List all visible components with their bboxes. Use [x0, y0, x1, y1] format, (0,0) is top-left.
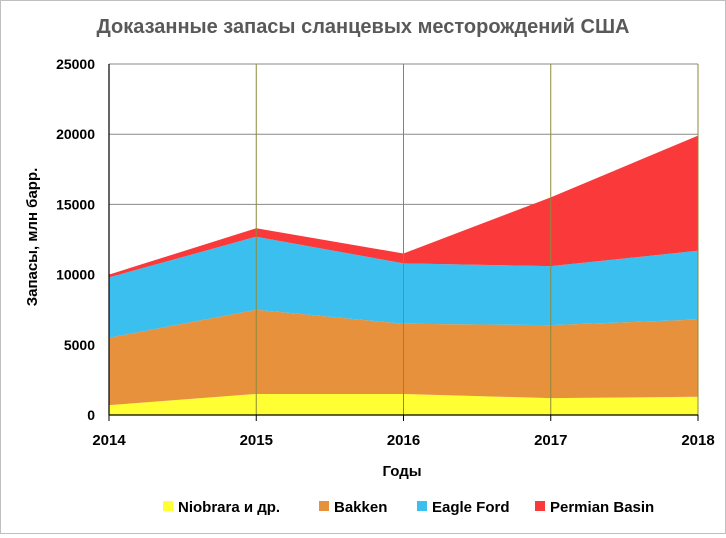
x-axis-label: Годы	[382, 463, 421, 480]
y-axis-label: Запасы, млн барр.	[24, 168, 41, 307]
legend-label: Bakken	[334, 499, 387, 516]
y-tick-label: 10000	[56, 267, 95, 283]
y-tick-label: 15000	[56, 196, 95, 212]
axis-layer: 0 5000 10000 15000 20000 25000 2014 2015 2016 201…	[56, 56, 715, 449]
x-tick-label: 2017	[534, 432, 567, 449]
y-tick-label: 0	[87, 407, 95, 423]
legend: Niobrara и др. Bakken Eagle Ford Permian Ba…	[163, 499, 654, 516]
chart-title: Доказанные запасы сланцевых месторождени…	[97, 16, 630, 38]
legend-label: Niobrara и др.	[178, 499, 280, 516]
legend-swatch	[319, 501, 329, 511]
legend-item: Bakken	[319, 499, 387, 516]
legend-swatch	[417, 501, 427, 511]
x-tick-label: 2014	[92, 432, 126, 449]
legend-item: Niobrara и др.	[163, 499, 280, 516]
legend-swatch	[535, 501, 545, 511]
legend-item: Permian Basin	[535, 499, 654, 516]
legend-swatch	[163, 501, 173, 511]
legend-label: Eagle Ford	[432, 499, 510, 516]
y-tick-label: 20000	[56, 126, 95, 142]
y-tick-label: 5000	[64, 337, 95, 353]
x-tick-label: 2018	[681, 432, 714, 449]
x-tick-label: 2016	[387, 432, 420, 449]
x-tick-label: 2015	[240, 432, 273, 449]
legend-label: Permian Basin	[550, 499, 654, 516]
y-tick-label: 25000	[56, 56, 95, 72]
legend-item: Eagle Ford	[417, 499, 510, 516]
